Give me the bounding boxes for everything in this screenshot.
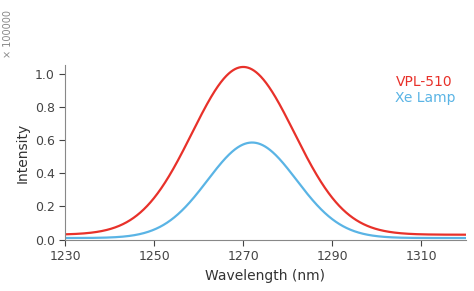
- Xe Lamp: [378, 235, 383, 238]
- Xe Lamp: [246, 141, 252, 144]
- VPL-510: [451, 233, 457, 236]
- Line: Xe Lamp: Xe Lamp: [65, 143, 465, 238]
- VPL-510: [378, 228, 383, 232]
- Xe Lamp: [451, 236, 457, 240]
- Xe Lamp: [451, 236, 457, 240]
- Text: × 100000: × 100000: [3, 10, 13, 58]
- VPL-510: [63, 233, 68, 236]
- VPL-510: [246, 66, 252, 70]
- Legend: VPL-510, Xe Lamp: VPL-510, Xe Lamp: [392, 72, 459, 108]
- VPL-510: [257, 74, 263, 78]
- Xe Lamp: [463, 236, 468, 240]
- VPL-510: [83, 232, 89, 235]
- Xe Lamp: [257, 142, 263, 146]
- X-axis label: Wavelength (nm): Wavelength (nm): [205, 269, 326, 283]
- Line: VPL-510: VPL-510: [65, 67, 465, 235]
- VPL-510: [240, 65, 246, 69]
- VPL-510: [463, 233, 468, 237]
- Xe Lamp: [83, 236, 89, 240]
- Xe Lamp: [63, 236, 68, 240]
- Xe Lamp: [249, 141, 255, 144]
- VPL-510: [451, 233, 457, 236]
- Y-axis label: Intensity: Intensity: [15, 123, 29, 183]
